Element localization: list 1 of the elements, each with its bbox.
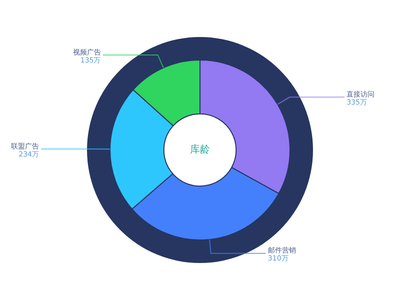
- text: 库龄: [190, 144, 210, 156]
